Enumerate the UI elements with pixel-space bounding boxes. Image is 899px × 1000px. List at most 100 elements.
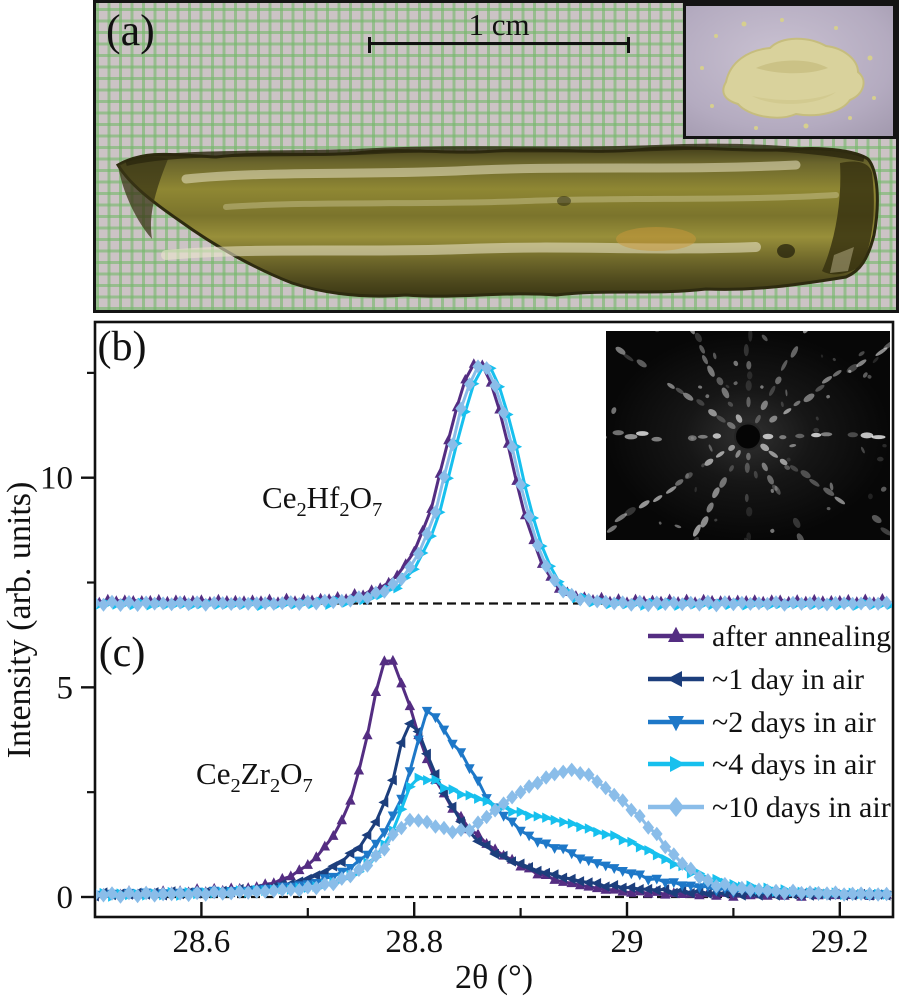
curve-c-2-days-in-air-marker bbox=[660, 878, 671, 889]
curve-b-10-days-marker bbox=[736, 595, 748, 610]
curve-b-10-days-marker bbox=[140, 595, 152, 610]
laue-spot bbox=[883, 340, 890, 350]
laue-spot bbox=[860, 432, 874, 439]
curve-c-10-days-in-air-marker bbox=[114, 889, 127, 904]
laue-spot bbox=[858, 351, 865, 357]
curve-c-10-days-in-air-marker bbox=[591, 774, 603, 789]
laue-spot bbox=[614, 513, 628, 523]
legend-label: ~4 days in air bbox=[712, 748, 876, 781]
curve-b-10-days-marker bbox=[600, 594, 612, 609]
curve-c-4-days-in-air-marker bbox=[516, 806, 527, 818]
curve-c-after-annealing-marker bbox=[387, 654, 399, 665]
curve-c-after-annealing-marker bbox=[294, 864, 305, 875]
curve-c-2-days-in-air-marker bbox=[464, 764, 475, 775]
laue-spot bbox=[793, 400, 801, 407]
curve-b-10-days-marker bbox=[787, 595, 799, 610]
laue-spot bbox=[714, 518, 718, 522]
laue-spot bbox=[867, 493, 873, 500]
laue-spot bbox=[811, 432, 822, 438]
laue-spot bbox=[760, 400, 768, 411]
curve-c-10-days-in-air-marker bbox=[651, 826, 663, 842]
laue-spot bbox=[696, 399, 705, 406]
laue-spot bbox=[832, 369, 842, 377]
curve-c-10-days-in-air-marker bbox=[268, 883, 280, 899]
laue-spot bbox=[820, 354, 824, 358]
curve-b-10-days-marker bbox=[344, 593, 356, 608]
laue-spot bbox=[875, 347, 888, 356]
curve-c-4-days-in-air-marker bbox=[576, 821, 587, 833]
laue-spot bbox=[615, 346, 626, 355]
laue-spot bbox=[729, 465, 734, 472]
laue-spot bbox=[706, 502, 714, 513]
scale-bar-left-cap bbox=[368, 37, 371, 53]
curve-c-4-days-in-air-marker bbox=[550, 814, 561, 826]
laue-spot bbox=[701, 463, 705, 468]
laue-spot bbox=[780, 359, 788, 371]
legend-marker-diamond bbox=[668, 797, 684, 817]
laue-spot bbox=[733, 360, 739, 367]
curve-b-10-days-marker bbox=[106, 594, 118, 609]
curve-c-10-days-in-air-marker bbox=[685, 861, 697, 877]
legend-label: ~10 days in air bbox=[712, 791, 891, 824]
curve-c-4-days-in-air-marker bbox=[525, 810, 536, 821]
curve-c-1-day-in-air-marker bbox=[642, 883, 653, 895]
curve-c-10-days-in-air-marker bbox=[582, 767, 595, 782]
laue-spot bbox=[846, 363, 859, 373]
curve-b-10-days-marker bbox=[327, 595, 339, 610]
curve-c-2-days-in-air-marker bbox=[600, 861, 611, 872]
curve-c-1-day-in-air-marker bbox=[701, 888, 712, 899]
laue-spot bbox=[753, 579, 758, 584]
curve-b-10-days-marker bbox=[693, 597, 705, 612]
curve-c-1-day-in-air-marker bbox=[369, 816, 380, 828]
curve-c-10-days-in-air-marker bbox=[327, 876, 340, 892]
curve-c-4-days-in-air-marker bbox=[584, 823, 595, 834]
laue-spot bbox=[790, 346, 799, 358]
curve-c-2-days-in-air-marker bbox=[651, 874, 662, 885]
curve-b-10-days-marker bbox=[634, 594, 646, 609]
curve-c-after-annealing-marker bbox=[285, 870, 296, 881]
y-tick-label: 0 bbox=[57, 880, 74, 916]
curve-c-1-day-in-air-marker bbox=[531, 865, 542, 877]
legend-marker-triangle-left bbox=[666, 671, 682, 687]
curve-b-10-days-marker bbox=[225, 597, 237, 611]
laue-spot bbox=[611, 407, 617, 415]
laue-spot bbox=[760, 385, 764, 389]
curve-c-10-days-in-air-marker bbox=[191, 885, 203, 901]
curve-c-10-days-in-air-marker bbox=[174, 886, 186, 901]
curve-c-10-days-in-air-marker bbox=[276, 882, 289, 897]
curve-c-10-days-in-air-marker bbox=[421, 814, 433, 830]
powder-speckles bbox=[700, 18, 876, 130]
curve-c-10-days-in-air-marker bbox=[225, 885, 237, 901]
curve-c-10-days-in-air-marker bbox=[727, 881, 740, 897]
curve-c-2-days-in-air-marker bbox=[617, 867, 628, 877]
curve-c-10-days-in-air-marker bbox=[702, 873, 714, 888]
curve-c-10-days-in-air-marker bbox=[97, 888, 110, 903]
curve-c-1-day-in-air-marker bbox=[327, 861, 338, 872]
laue-spot bbox=[748, 331, 753, 342]
curve-b-10-days-marker bbox=[114, 598, 127, 612]
curve-c-10-days-in-air-marker bbox=[463, 823, 476, 838]
curve-c-1-day-in-air-marker bbox=[565, 873, 576, 885]
laue-spot bbox=[746, 360, 752, 370]
laue-spot bbox=[847, 432, 858, 438]
laue-spot bbox=[848, 369, 852, 373]
curve-c-10-days-in-air-marker bbox=[259, 884, 271, 899]
curve-c-10-days-in-air-marker bbox=[319, 876, 331, 892]
curve-c-after-annealing-marker bbox=[404, 700, 416, 711]
curve-c-10-days-in-air-marker bbox=[157, 886, 169, 902]
laue-spot bbox=[834, 496, 846, 505]
curve-b-10-days-marker bbox=[804, 596, 816, 611]
curve-c-10-days-in-air-marker bbox=[838, 887, 850, 902]
curve-b-10-days-marker bbox=[744, 596, 756, 611]
legend-marker-triangle-right bbox=[670, 756, 686, 772]
curve-b-10-days-marker bbox=[829, 595, 842, 610]
laue-spot bbox=[785, 580, 789, 584]
curve-c-2-days-in-air-marker bbox=[421, 706, 433, 717]
curve-c-4-days-in-air-marker bbox=[601, 829, 612, 840]
curve-b-10-days-marker bbox=[259, 596, 271, 611]
laue-spot bbox=[877, 456, 884, 462]
curve-c-2-days-in-air-marker bbox=[396, 794, 407, 805]
curve-c-10-days-in-air-marker bbox=[770, 883, 782, 899]
curve-b-10-days-marker bbox=[710, 598, 722, 613]
